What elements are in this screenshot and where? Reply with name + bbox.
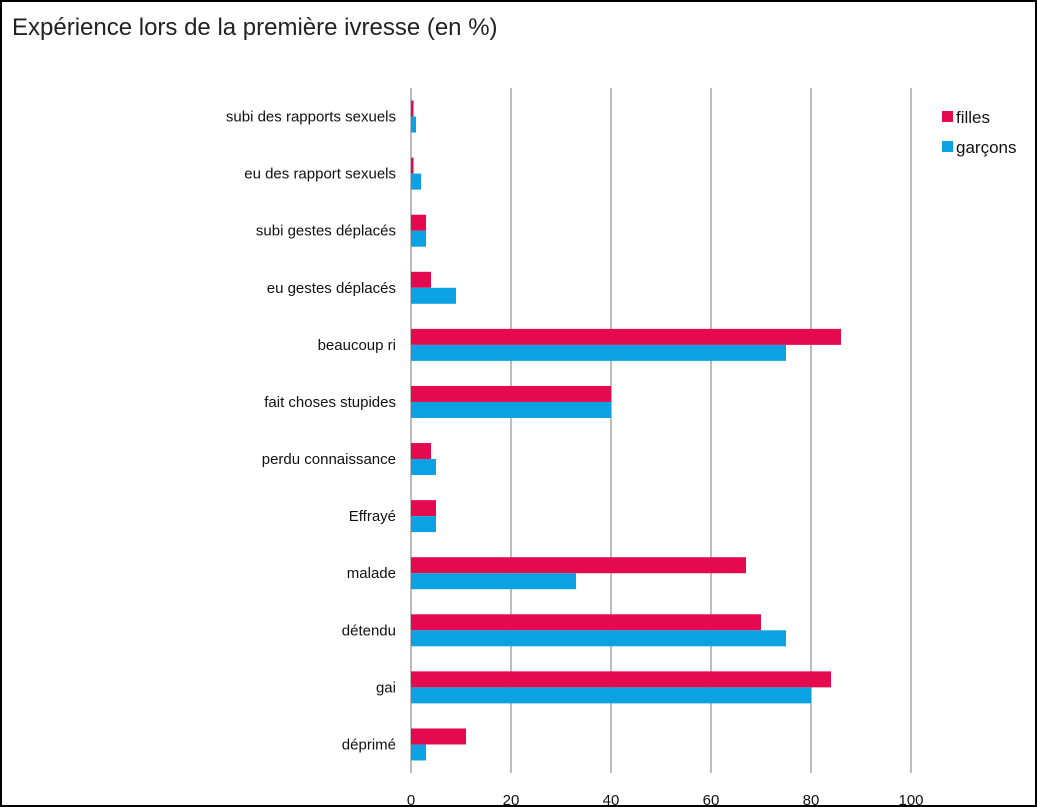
bar-filles bbox=[411, 557, 746, 574]
x-tick-label: 60 bbox=[703, 792, 720, 807]
bar-garcons bbox=[411, 459, 436, 476]
category-label: eu des rapport sexuels bbox=[244, 166, 396, 183]
bar-garcons bbox=[411, 573, 576, 590]
category-label: subi des rapports sexuels bbox=[226, 109, 396, 126]
x-axis-ticks: 0 20 40 60 80 100 bbox=[407, 792, 924, 807]
bar-garcons bbox=[411, 230, 426, 247]
legend: filles garçons bbox=[942, 108, 1016, 157]
category-label: eu gestes déplacés bbox=[267, 280, 396, 297]
x-tick-label: 20 bbox=[503, 792, 520, 807]
bar-filles bbox=[411, 728, 466, 745]
bar-filles bbox=[411, 157, 414, 174]
bar-garcons bbox=[411, 287, 456, 304]
bar-filles bbox=[411, 614, 761, 631]
category-label: subi gestes déplacés bbox=[256, 223, 396, 240]
bar-garcons bbox=[411, 173, 421, 190]
category-label: fait choses stupides bbox=[264, 394, 396, 411]
category-labels: subi des rapports sexuels eu des rapport … bbox=[226, 109, 396, 754]
bar-garcons bbox=[411, 401, 611, 418]
bar-filles bbox=[411, 385, 611, 402]
bar-garcons bbox=[411, 344, 786, 361]
x-tick-label: 0 bbox=[407, 792, 415, 807]
category-label: déprimé bbox=[342, 736, 396, 753]
grid-lines bbox=[410, 88, 912, 773]
bar-garcons bbox=[411, 744, 426, 761]
x-tick-label: 40 bbox=[603, 792, 620, 807]
x-tick-label: 80 bbox=[803, 792, 820, 807]
legend-swatch bbox=[942, 141, 953, 152]
legend-label: filles bbox=[956, 108, 990, 127]
bar-garcons bbox=[411, 687, 811, 704]
x-tick-label: 100 bbox=[898, 792, 923, 807]
bar-filles bbox=[411, 443, 431, 460]
category-label: perdu connaissance bbox=[262, 451, 396, 468]
legend-label: garçons bbox=[956, 138, 1016, 157]
bar-garcons bbox=[411, 516, 436, 533]
chart-title: Expérience lors de la première ivresse (… bbox=[12, 14, 498, 41]
bar-garcons bbox=[411, 116, 416, 133]
bar-garcons bbox=[411, 630, 786, 647]
bar-filles bbox=[411, 500, 436, 517]
bar-filles bbox=[411, 214, 426, 231]
category-label: malade bbox=[347, 565, 396, 582]
bar-filles bbox=[411, 328, 841, 345]
category-label: beaucoup ri bbox=[318, 337, 396, 354]
category-label: gai bbox=[376, 679, 396, 696]
bars bbox=[411, 100, 841, 761]
bar-filles bbox=[411, 100, 414, 117]
category-label: Effrayé bbox=[349, 508, 396, 525]
legend-swatch bbox=[942, 111, 953, 122]
bar-filles bbox=[411, 671, 831, 688]
category-label: détendu bbox=[342, 622, 396, 639]
bar-filles bbox=[411, 271, 431, 288]
